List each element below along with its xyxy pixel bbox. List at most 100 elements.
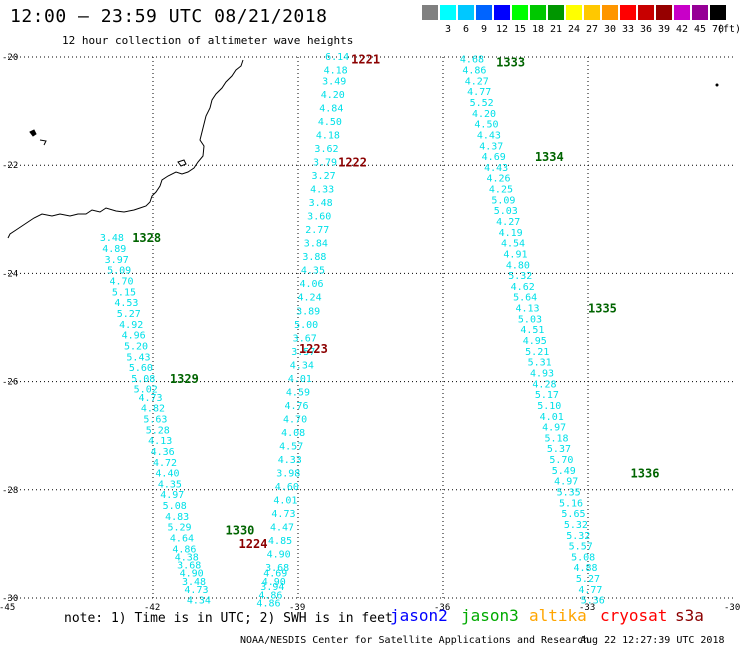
swh-value: 5.08	[163, 501, 187, 512]
swh-value: 3.79	[313, 157, 337, 168]
swh-value: 4.80	[506, 260, 530, 271]
swh-value: 4.01	[273, 496, 297, 507]
pass-label: 1224	[239, 537, 268, 551]
swh-value: 5.32	[566, 531, 590, 542]
swh-value: 3.94	[260, 582, 284, 593]
lat-tick-label: -30	[2, 594, 18, 604]
swh-value: 4.35	[158, 479, 182, 490]
swh-value: 4.50	[474, 120, 498, 131]
island-dot	[715, 83, 719, 87]
legend-swatch	[656, 5, 672, 20]
swh-value: 4.83	[165, 512, 189, 523]
swh-value: 4.97	[554, 477, 578, 488]
swh-value: 5.16	[559, 498, 583, 509]
swh-value: 4.86	[172, 544, 196, 555]
swh-value: 5.32	[508, 271, 532, 282]
legend-swatch	[566, 5, 582, 20]
pass-label: 1221	[351, 53, 380, 67]
legend-swatch	[476, 5, 492, 20]
lon-tick-label: -42	[144, 603, 160, 613]
swh-value: 4.69	[482, 152, 506, 163]
map-axes: -20-22-24-26-28-30-45 -42 -39 -36 -33 -30	[0, 53, 740, 613]
swh-value: 4.70	[283, 414, 307, 425]
pass-label: 1334	[535, 150, 564, 164]
lat-tick-label: -20	[2, 53, 18, 63]
swh-value: 5.70	[549, 455, 573, 466]
swh-value: 5.64	[513, 293, 537, 304]
swh-value: 4.35	[301, 266, 325, 277]
swh-value: 3.88	[302, 252, 326, 263]
legend-label: 45	[693, 24, 707, 35]
swh-value: 5.52	[470, 98, 494, 109]
pass-label: 1328	[132, 231, 161, 245]
swh-value: 4.96	[122, 331, 146, 342]
island-shape	[177, 159, 187, 167]
swh-value: 5.37	[547, 444, 571, 455]
swh-value: 4.85	[268, 536, 292, 547]
map-grid	[8, 56, 733, 599]
swh-value: 4.36	[151, 447, 175, 458]
swh-value: 4.37	[479, 141, 503, 152]
swh-value: 5.17	[535, 390, 559, 401]
swh-value: 4.40	[155, 469, 179, 480]
swh-value: 5.36	[581, 596, 605, 607]
swh-value: 4.90	[267, 550, 291, 561]
swh-value: 4.38	[175, 552, 199, 563]
swh-value: 4.20	[321, 90, 345, 101]
swh-value: 4.86	[256, 598, 280, 609]
swh-value: 3.97	[105, 255, 129, 266]
swh-value: 4.54	[501, 239, 525, 250]
legend-label: 3	[444, 24, 452, 35]
swh-value: 4.01	[288, 374, 312, 385]
swh-value: 4.28	[532, 379, 556, 390]
lon-tick-label: -33	[579, 603, 595, 613]
swh-value: 4.90	[262, 577, 286, 588]
swh-value: 4.82	[141, 404, 165, 415]
swh-value: 4.70	[110, 277, 134, 288]
swh-value: 4.88	[574, 563, 598, 574]
swh-value: 5.09	[491, 195, 515, 206]
swh-value: 5.49	[552, 466, 576, 477]
swh-value: 3.67	[293, 333, 317, 344]
pass-label: 1336	[631, 467, 660, 481]
legend-swatch	[530, 5, 546, 20]
swh-value: 4.13	[516, 304, 540, 315]
pass-label: 1223	[299, 342, 328, 356]
swh-value: 5.35	[557, 488, 581, 499]
swh-value: 4.60	[275, 482, 299, 493]
swh-value: 5.31	[528, 358, 552, 369]
swh-value: 5.65	[561, 509, 585, 520]
swh-value: 4.51	[520, 325, 544, 336]
legend-label: 18	[531, 24, 545, 35]
legend-swatch	[512, 5, 528, 20]
swh-value: 5.43	[126, 352, 150, 363]
legend-swatch	[548, 5, 564, 20]
legend-label: 36	[639, 24, 653, 35]
lon-tick-label: -30	[724, 603, 740, 613]
mission-altika: altika	[529, 606, 587, 625]
swh-value: 4.77	[578, 585, 602, 596]
swh-value: 5.10	[537, 401, 561, 412]
legend-swatch	[494, 5, 510, 20]
legend-swatch	[440, 5, 456, 20]
credit-line: NOAA/NESDIS Center for Satellite Applica…	[240, 635, 590, 646]
legend-label: 30	[603, 24, 617, 35]
swh-value: 5.63	[143, 414, 167, 425]
swh-value: 3.27	[312, 171, 336, 182]
swh-value: 3.68	[265, 563, 289, 574]
swh-value: 4.73	[139, 393, 163, 404]
page-subtitle: 12 hour collection of altimeter wave hei…	[62, 34, 354, 47]
altimeter-tracks: 6.144.183.494.204.844.504.183.623.793.27…	[100, 52, 605, 609]
swh-value: 4.97	[160, 490, 184, 501]
swh-value: 4.68	[460, 55, 484, 66]
swh-value: 3.89	[296, 306, 320, 317]
swh-value: 4.50	[318, 117, 342, 128]
swh-value: 4.73	[271, 509, 295, 520]
swh-value: 4.76	[284, 401, 308, 412]
legend-label: 33	[621, 24, 635, 35]
legend-label: 9	[480, 24, 488, 35]
swh-value: 4.27	[465, 76, 489, 87]
mission-jason3: jason3	[461, 606, 519, 625]
swh-value: 4.01	[540, 412, 564, 423]
